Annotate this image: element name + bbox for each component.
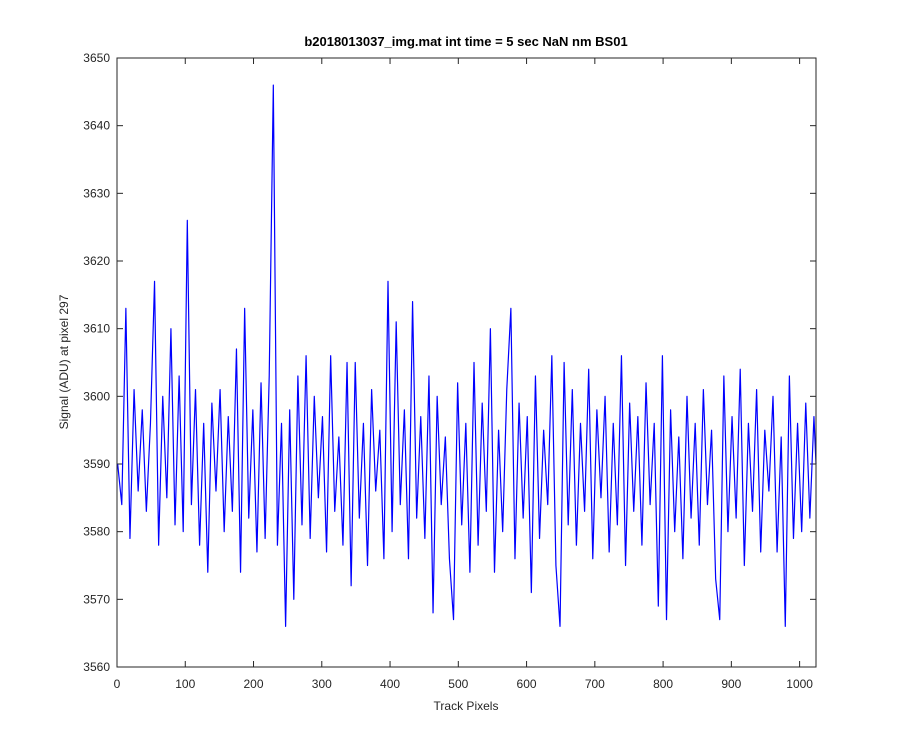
x-tick-label: 600 — [517, 677, 537, 691]
x-tick-label: 200 — [244, 677, 264, 691]
x-tick-label: 400 — [380, 677, 400, 691]
y-tick-label: 3560 — [83, 660, 110, 674]
x-axis-label: Track Pixels — [434, 699, 499, 713]
x-tick-label: 1000 — [786, 677, 813, 691]
y-tick-label: 3600 — [83, 389, 110, 403]
chart-title: b2018013037_img.mat int time = 5 sec NaN… — [304, 34, 627, 49]
y-tick-label: 3620 — [83, 254, 110, 268]
x-tick-label: 100 — [175, 677, 195, 691]
plot: 0 100 200 300 400 500 600 700 800 900 1000 3560 3570… — [83, 51, 817, 691]
axes-box — [116, 57, 817, 668]
y-tick-label: 3570 — [83, 592, 110, 606]
y-tick-label: 3580 — [83, 525, 110, 539]
y-tick-label: 3590 — [83, 457, 110, 471]
y-tick-label: 3610 — [83, 322, 110, 336]
x-tick-label: 0 — [114, 677, 121, 691]
x-tick-label: 800 — [653, 677, 673, 691]
x-tick-label: 900 — [721, 677, 741, 691]
x-tick-label: 700 — [585, 677, 605, 691]
y-tick-label: 3630 — [83, 186, 110, 200]
x-tick-label: 500 — [448, 677, 468, 691]
y-tick-label: 3640 — [83, 119, 110, 133]
y-axis-label: Signal (ADU) at pixel 297 — [57, 294, 71, 429]
y-tick-label: 3650 — [83, 51, 110, 65]
data-line — [117, 84, 817, 627]
x-tick-label: 300 — [312, 677, 332, 691]
plot-area — [117, 58, 816, 667]
